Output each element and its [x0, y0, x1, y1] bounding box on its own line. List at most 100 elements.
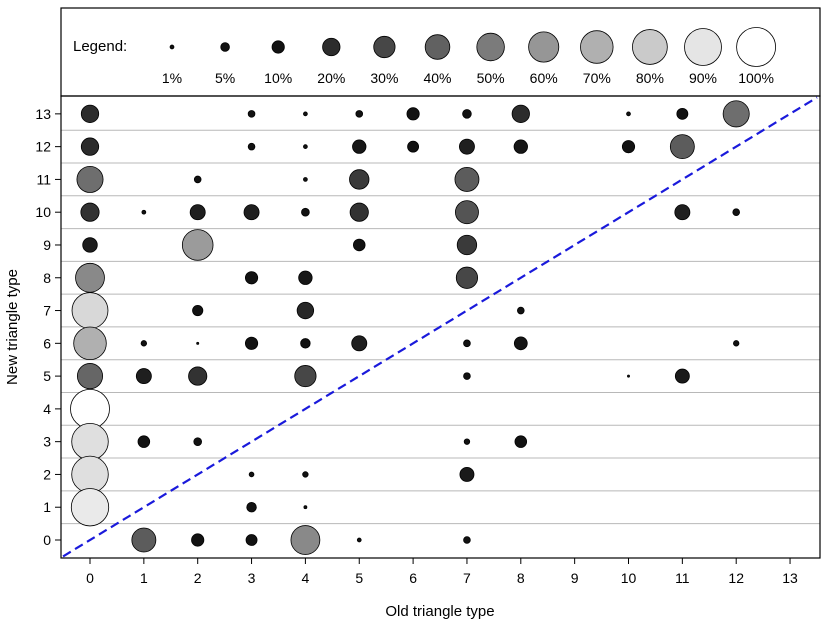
y-tick-label: 4 — [43, 401, 51, 417]
data-point — [455, 200, 479, 225]
data-points — [70, 100, 750, 555]
legend-title: Legend: — [73, 38, 127, 55]
data-point — [459, 138, 475, 155]
data-point — [513, 336, 528, 351]
data-point — [192, 304, 204, 317]
data-point — [76, 363, 104, 390]
data-point — [73, 326, 107, 361]
data-point — [80, 104, 100, 123]
data-point — [626, 111, 631, 117]
data-point — [141, 209, 147, 215]
legend-label: 70% — [583, 70, 611, 86]
x-axis-ticks: 0 1 2 3 4 5 6 7 8 9 10 11 12 13 — [86, 558, 798, 586]
y-tick-label: 6 — [43, 335, 51, 351]
data-point — [674, 204, 691, 221]
data-point — [355, 110, 364, 118]
x-tick-label: 9 — [571, 570, 579, 586]
data-point — [674, 368, 690, 384]
data-point — [80, 137, 100, 156]
data-point — [248, 471, 255, 478]
x-tick-label: 13 — [782, 570, 798, 586]
data-point — [294, 365, 317, 388]
data-point — [462, 109, 472, 119]
y-tick-label: 8 — [43, 270, 51, 286]
legend-label: 30% — [370, 70, 398, 86]
data-point — [302, 471, 309, 478]
x-tick-label: 5 — [355, 570, 363, 586]
y-tick-label: 5 — [43, 368, 51, 384]
x-tick-label: 8 — [517, 570, 525, 586]
data-point — [349, 169, 370, 190]
x-axis-label: Old triangle type — [385, 603, 494, 620]
data-point — [243, 204, 260, 221]
y-tick-label: 12 — [35, 139, 51, 155]
data-point — [193, 175, 202, 184]
x-tick-label: 6 — [409, 570, 417, 586]
data-point — [463, 339, 471, 348]
data-point — [247, 110, 256, 118]
legend-items: 1% 5% 10% 20% 30% 40% 50% 60% 70% 80% 90% 100% — [162, 27, 776, 86]
legend-swatch — [632, 29, 668, 65]
data-point — [356, 537, 362, 543]
y-tick-label: 3 — [43, 434, 51, 450]
legend-label: 60% — [530, 70, 558, 86]
data-point — [181, 229, 214, 261]
legend-swatch — [169, 44, 175, 50]
legend-swatch — [476, 32, 505, 62]
legend-label: 1% — [162, 70, 182, 86]
data-point — [407, 140, 420, 153]
x-tick-label: 0 — [86, 570, 94, 586]
data-point — [189, 204, 206, 221]
y-tick-label: 0 — [43, 532, 51, 548]
legend-swatch — [373, 35, 396, 59]
data-point — [455, 266, 479, 289]
data-point — [71, 455, 109, 494]
legend-swatch — [424, 34, 451, 60]
x-tick-label: 7 — [463, 570, 471, 586]
data-point — [459, 467, 475, 482]
data-point — [621, 140, 636, 154]
data-point — [301, 207, 310, 217]
data-point — [298, 270, 313, 285]
data-point — [75, 262, 105, 293]
legend-swatch — [220, 42, 230, 52]
data-point — [191, 533, 205, 547]
x-tick-label: 2 — [194, 570, 202, 586]
legend-swatch — [736, 27, 776, 67]
data-point — [131, 527, 157, 553]
data-point — [463, 438, 471, 445]
y-tick-label: 1 — [43, 499, 51, 515]
data-point — [140, 340, 148, 347]
data-point — [463, 372, 471, 380]
x-tick-label: 10 — [621, 570, 637, 586]
x-tick-label: 4 — [302, 570, 310, 586]
data-point — [627, 374, 630, 378]
data-point — [513, 139, 528, 154]
data-point — [732, 208, 740, 216]
plot-frame — [60, 95, 821, 559]
data-point — [247, 142, 256, 151]
legend-label: 50% — [477, 70, 505, 86]
data-point — [244, 336, 259, 350]
data-point — [244, 271, 259, 285]
data-point — [70, 488, 110, 527]
data-point — [300, 338, 311, 349]
data-point — [82, 237, 98, 253]
legend-swatch — [580, 30, 614, 64]
data-point — [303, 144, 308, 149]
data-point — [517, 306, 525, 315]
data-point — [80, 202, 100, 222]
data-point — [135, 368, 152, 385]
legend-label: 80% — [636, 70, 664, 86]
data-point — [669, 134, 695, 160]
legend-swatch — [271, 40, 285, 54]
legend-label: 90% — [689, 70, 717, 86]
x-tick-label: 12 — [728, 570, 744, 586]
legend-swatch — [684, 28, 722, 66]
data-point — [303, 177, 308, 182]
gridlines — [61, 129, 820, 525]
data-point — [76, 165, 104, 193]
diagonal-reference-line — [62, 96, 818, 558]
x-tick-label: 3 — [248, 570, 256, 586]
